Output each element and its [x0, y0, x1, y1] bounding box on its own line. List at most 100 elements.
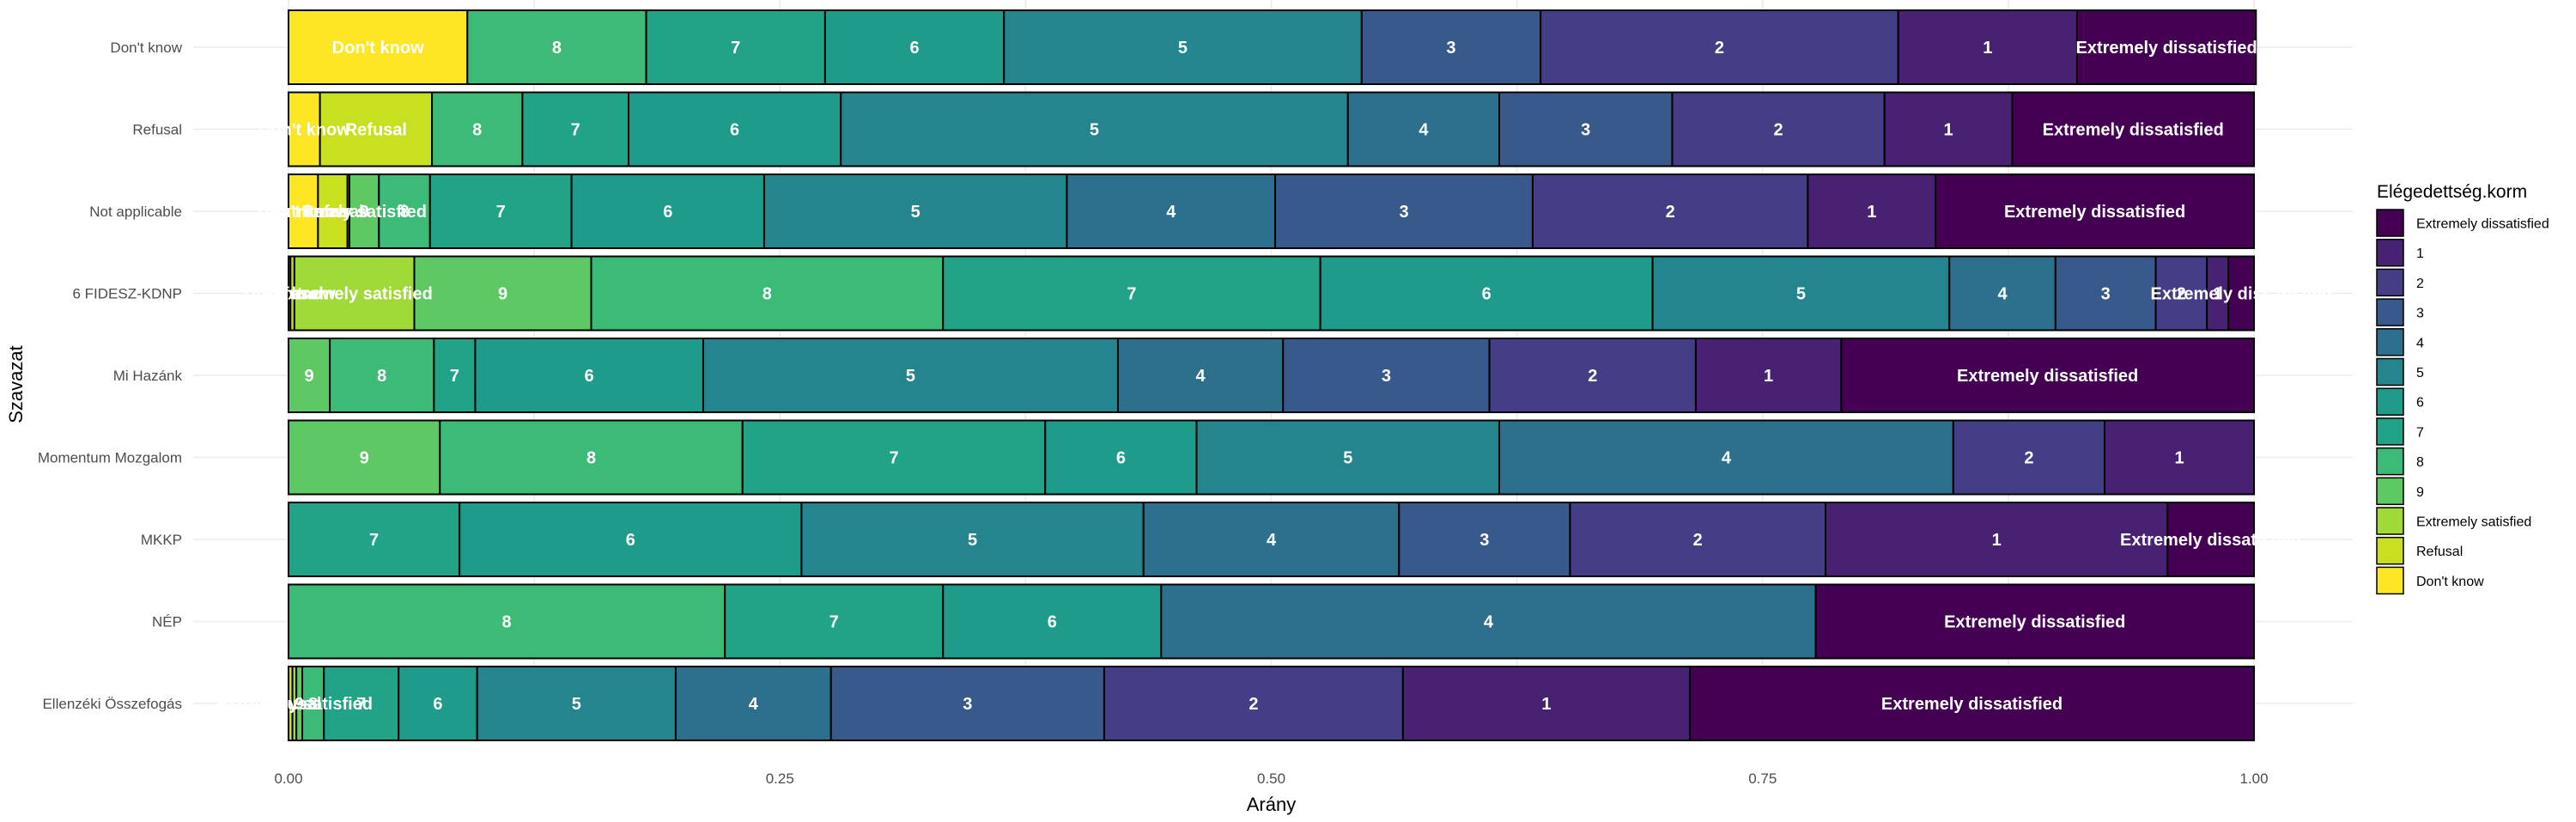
bar-segment: [724, 583, 945, 660]
bar-segment: [1319, 255, 1654, 332]
segment-label: 9: [360, 203, 369, 222]
legend-key: [2376, 209, 2404, 237]
segment-label: Extremely dissatisfied: [2004, 203, 2185, 222]
y-tick-label: 6 FIDESZ-KDNP: [72, 286, 182, 302]
segment-label: 5: [911, 203, 920, 222]
segment-label: 5: [1178, 39, 1188, 58]
bar-segment: [590, 255, 945, 332]
segment-label: 8: [552, 39, 562, 58]
segment-label: 4: [1997, 285, 2008, 304]
bar-segment: [474, 338, 704, 413]
bar-group: 8 7 6 4 Extremely dissatisfied: [288, 583, 2255, 660]
segment-label: 6: [626, 531, 635, 550]
segment-label: 8: [762, 285, 772, 304]
segment-label: 1: [1541, 695, 1551, 714]
legend-key: [2376, 328, 2404, 356]
bar-segment: [1044, 419, 1198, 496]
segment-label: Don't know: [244, 285, 336, 304]
bar-segment: [1398, 502, 1571, 577]
segment-label: 8: [472, 121, 482, 140]
legend: Elégedettség.korm Extremely dissatisfied…: [2376, 182, 2549, 595]
bar-segment: [1142, 502, 1400, 577]
segment-label: 7: [731, 39, 740, 58]
legend-label: 2: [2416, 277, 2424, 291]
bar-segment: [1824, 502, 2169, 577]
segment-label: 7: [829, 613, 839, 632]
bar-segment: [433, 338, 477, 413]
legend-key: [2376, 477, 2404, 506]
segment-label: Refusal: [301, 203, 363, 222]
y-tick-label: NÉP: [152, 614, 182, 630]
segment-label: 3: [2101, 285, 2111, 304]
legend-label: 4: [2416, 336, 2424, 350]
segment-label: Extremely dissatisfied: [2076, 39, 2257, 58]
segment-label: 5: [906, 367, 915, 386]
bar-segment: [2104, 419, 2255, 496]
bar-segment: [301, 666, 325, 741]
legend-label: Refusal: [2416, 545, 2463, 559]
bar-segment: [1814, 583, 2255, 660]
x-axis-title: Arány: [1247, 794, 1296, 815]
legend-label: Extremely satisfied: [2416, 515, 2531, 530]
legend-label: 1: [2416, 247, 2424, 261]
legend-label: 3: [2416, 307, 2424, 321]
legend-key: [2376, 417, 2404, 446]
bar-segment: [521, 91, 629, 167]
bar-segment: [1401, 666, 1692, 741]
bar-segment: [476, 666, 677, 741]
y-tick-label: Refusal: [132, 122, 182, 138]
segment-label: 9: [498, 285, 507, 304]
bar-segment: [431, 91, 524, 167]
bar-segment: [1195, 419, 1501, 496]
bar-segment: [840, 91, 1349, 167]
legend-key: [2376, 447, 2404, 476]
legend-key: [2376, 387, 2404, 416]
segment-label: 6: [730, 121, 739, 140]
segment-label: Extremely satisfied: [270, 203, 427, 222]
bar-segment: [288, 91, 321, 167]
bar-segment: [413, 255, 592, 332]
segment-label: 1: [2174, 449, 2184, 468]
segment-label: 2: [1666, 203, 1675, 222]
bar-segment: [674, 666, 832, 741]
segment-label: 4: [1484, 613, 1494, 632]
segment-label: 1: [1764, 367, 1773, 386]
bar-segment: [2166, 502, 2255, 577]
segment-label: 4: [1722, 449, 1732, 468]
legend-items: Extremely dissatisfied 1 2 3 4 5 6 7 8 9 Extremely…: [2376, 209, 2549, 595]
bar-segment: [2011, 91, 2255, 167]
x-tick-label: 0.75: [1748, 770, 1777, 787]
x-tick-label: 0.25: [766, 770, 794, 787]
segment-label: 9: [304, 367, 313, 386]
segment-label: Extremely dissatisfied: [1881, 695, 2063, 714]
segment-label: 4: [749, 695, 759, 714]
segment-label: 7: [496, 203, 506, 222]
segment-label: Refusal: [261, 285, 323, 304]
bar-segment: [762, 174, 1068, 249]
segment-label: 9: [295, 695, 304, 714]
bar-segment: [1935, 174, 2255, 249]
segment-label: Extremely satisfied: [276, 285, 433, 304]
segment-label: 5: [1343, 449, 1352, 468]
segment-label: Extremely dissatisfied: [1944, 613, 2125, 632]
segment-label: 8: [399, 203, 409, 222]
bar-segment: [1689, 666, 2255, 741]
bar-segment: [439, 419, 744, 496]
segment-label: 3: [963, 695, 972, 714]
segment-label: 2: [1693, 531, 1703, 550]
segment-label: 7: [356, 695, 366, 714]
legend-label: 6: [2416, 396, 2424, 411]
legend-key: [2376, 507, 2404, 535]
bar-segment: [1807, 174, 1937, 249]
segment-label: 2: [2177, 285, 2186, 304]
bar-segment: [1488, 338, 1697, 413]
bar-segment: [1897, 9, 2078, 85]
segment-label: Extremely dissatisfied: [1957, 367, 2138, 386]
segment-label: 1: [1943, 121, 1953, 140]
bar-segment: [627, 91, 842, 167]
x-tick-label: 0.50: [1257, 770, 1285, 787]
segment-label: 1: [1992, 531, 2002, 550]
legend-label: 9: [2416, 485, 2424, 500]
